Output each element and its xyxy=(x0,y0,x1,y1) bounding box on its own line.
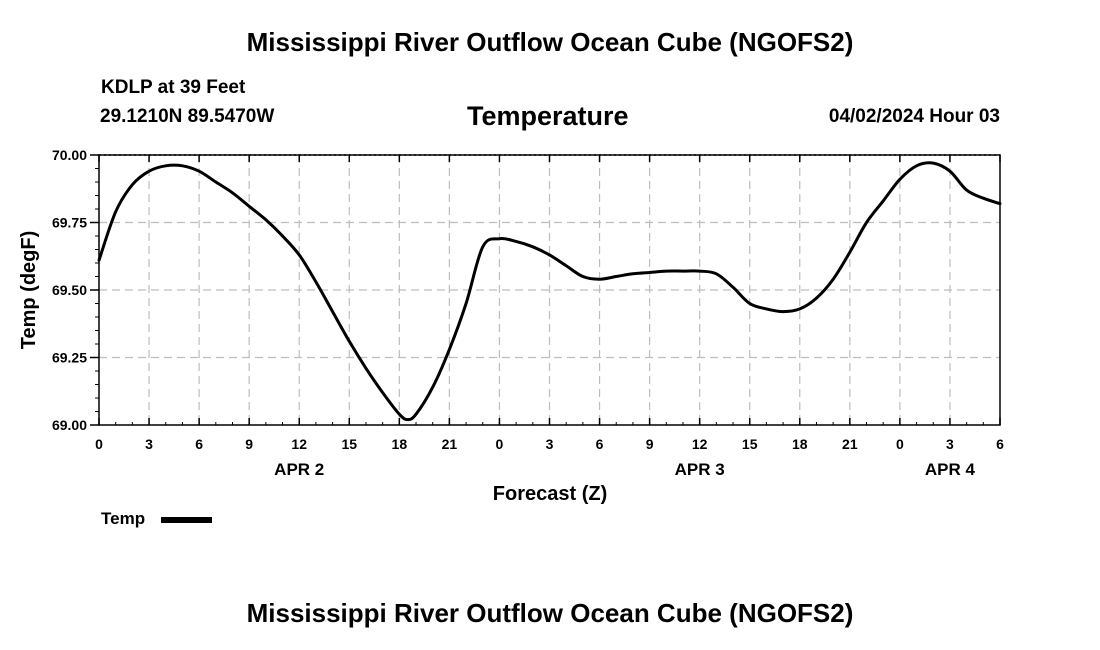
x-tick-label: 15 xyxy=(341,436,357,452)
x-tick-label: 3 xyxy=(946,436,954,452)
chart-title: Temperature xyxy=(467,101,629,131)
x-tick-label: 12 xyxy=(692,436,708,452)
page-title: Mississippi River Outflow Ocean Cube (NG… xyxy=(246,27,854,57)
x-tick-label: 21 xyxy=(442,436,458,452)
date-label: APR 4 xyxy=(925,460,976,479)
x-tick-label: 6 xyxy=(596,436,604,452)
x-tick-label: 0 xyxy=(95,436,103,452)
y-tick-label: 69.00 xyxy=(52,417,87,433)
x-tick-label: 6 xyxy=(996,436,1004,452)
x-tick-label: 0 xyxy=(896,436,904,452)
series-line-temp xyxy=(97,161,1002,422)
x-tick-labels: 0 3 6 9 12 15 18 21 0 3 6 9 12 15 18 21 0 3 6 xyxy=(95,436,1004,452)
date-label: APR 2 xyxy=(274,460,324,479)
x-tick-label: 6 xyxy=(195,436,203,452)
x-tick-label: 18 xyxy=(792,436,808,452)
x-axis-title: Forecast (Z) xyxy=(493,483,607,505)
plot-frame xyxy=(98,154,1001,426)
page-title-repeat: Mississippi River Outflow Ocean Cube (NG… xyxy=(246,598,854,628)
y-tick-label: 70.00 xyxy=(52,147,87,163)
y-tick-labels: 69.00 69.25 69.50 69.75 70.00 xyxy=(52,147,87,433)
legend-label: Temp xyxy=(101,509,146,528)
x-tick-label: 3 xyxy=(546,436,554,452)
date-labels: APR 2 APR 3 APR 4 xyxy=(274,460,975,479)
x-tick-label: 9 xyxy=(245,436,253,452)
date-label: APR 3 xyxy=(675,460,725,479)
y-axis-title: Temp (degF) xyxy=(18,231,40,350)
x-tick-label: 21 xyxy=(842,436,858,452)
x-tick-label: 3 xyxy=(145,436,153,452)
x-tick-label: 9 xyxy=(646,436,654,452)
y-tick-label: 69.25 xyxy=(52,350,87,366)
x-tick-label: 0 xyxy=(496,436,504,452)
y-tick-label: 69.50 xyxy=(52,282,87,298)
x-tick-label: 15 xyxy=(742,436,758,452)
station-name: KDLP at 39 Feet xyxy=(101,77,246,98)
x-tick-label: 18 xyxy=(392,436,408,452)
station-coordinates: 29.1210N 89.5470W xyxy=(100,106,275,127)
forecast-datetime: 04/02/2024 Hour 03 xyxy=(828,106,1000,127)
legend-line-swatch xyxy=(161,517,212,523)
x-tick-label: 12 xyxy=(291,436,307,452)
y-tick-label: 69.75 xyxy=(52,215,87,231)
